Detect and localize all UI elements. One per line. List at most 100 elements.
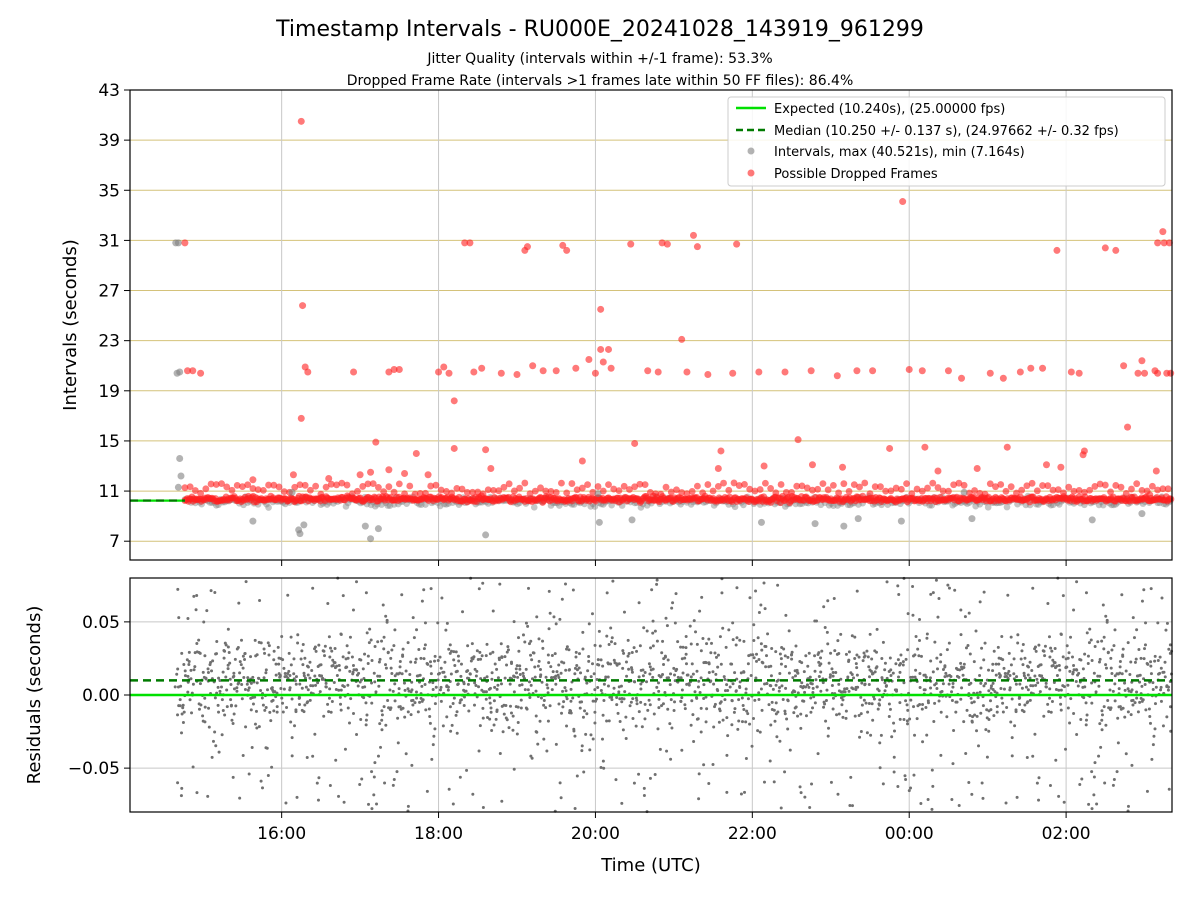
- residual-point: [484, 697, 488, 701]
- residual-point: [1018, 702, 1022, 706]
- residual-point: [458, 775, 462, 779]
- residual-point: [768, 759, 772, 763]
- residual-point: [490, 677, 494, 681]
- residual-point: [1118, 665, 1122, 669]
- residual-point: [707, 781, 711, 785]
- residual-point: [939, 653, 943, 657]
- residual-point: [311, 586, 315, 590]
- residual-point: [222, 649, 226, 653]
- residual-point: [1084, 718, 1088, 722]
- residual-point: [538, 719, 542, 723]
- residual-point: [276, 645, 280, 649]
- residual-point: [499, 642, 503, 646]
- residual-point: [218, 689, 222, 693]
- residual-point: [854, 662, 858, 666]
- dropped-frame-point: [944, 367, 952, 375]
- residual-point: [542, 703, 546, 707]
- intervals-point: [1003, 503, 1011, 511]
- residual-point: [547, 661, 551, 665]
- residual-point: [511, 714, 515, 718]
- residual-point: [680, 748, 684, 752]
- residual-point: [918, 639, 922, 643]
- residual-point: [553, 652, 557, 656]
- intervals-plot-frame: [129, 89, 1173, 561]
- dropped-frame-point: [850, 481, 858, 489]
- dropped-frame-point: [1027, 364, 1035, 372]
- residual-point: [1080, 777, 1084, 781]
- residual-point: [1166, 685, 1170, 689]
- residual-point: [289, 720, 293, 724]
- residual-point: [947, 641, 951, 645]
- residual-point: [787, 671, 791, 675]
- intervals-y-label: Intervals (seconds): [60, 239, 81, 411]
- residual-point: [634, 724, 638, 728]
- residual-point: [788, 748, 792, 752]
- residual-point: [517, 636, 521, 640]
- residual-point: [1068, 721, 1072, 725]
- dropped-frame-point: [591, 369, 599, 377]
- residual-point: [1111, 689, 1115, 693]
- residual-point: [275, 705, 279, 709]
- residual-point: [395, 770, 399, 774]
- residual-point: [862, 698, 866, 702]
- dropped-frame-point: [644, 367, 652, 375]
- dropped-frame-point: [777, 481, 785, 488]
- residual-point: [756, 636, 760, 640]
- residual-point: [839, 632, 843, 636]
- residual-point: [380, 713, 384, 717]
- residual-point: [414, 690, 418, 694]
- residual-point: [189, 668, 193, 672]
- dropped-frame-point: [733, 240, 741, 248]
- residual-point: [288, 686, 292, 690]
- residual-point: [408, 672, 412, 676]
- residual-point: [187, 650, 191, 654]
- residual-point: [456, 654, 460, 658]
- residual-point: [346, 656, 350, 660]
- residual-point: [657, 689, 661, 693]
- residual-point: [333, 661, 337, 665]
- intervals-point: [594, 490, 602, 498]
- residual-point: [774, 701, 778, 705]
- dropped-frame-point: [385, 483, 393, 491]
- residual-point: [512, 620, 516, 624]
- residual-point: [679, 645, 683, 649]
- dropped-frame-point: [307, 486, 314, 494]
- residual-point: [195, 642, 199, 646]
- residual-point: [180, 731, 184, 735]
- residual-point: [737, 719, 741, 723]
- residual-point: [1133, 701, 1137, 705]
- residual-point: [264, 705, 268, 709]
- residual-point: [1065, 644, 1069, 648]
- residual-point: [1034, 683, 1038, 687]
- dropped-frame-point: [207, 480, 215, 488]
- chart-legend: Expected (10.240s), (25.00000 fps) Media…: [727, 96, 1166, 187]
- residual-point: [802, 699, 806, 703]
- residual-point: [1024, 676, 1028, 680]
- residual-point: [1139, 656, 1143, 660]
- residual-point: [1012, 657, 1016, 661]
- residual-point: [896, 658, 900, 662]
- residual-point: [750, 744, 754, 748]
- dropped-frame-point: [760, 462, 768, 470]
- residual-point: [490, 671, 494, 675]
- dropped-frame-point: [704, 371, 712, 379]
- residual-point: [804, 685, 808, 689]
- residual-point: [253, 695, 257, 699]
- residual-point: [509, 711, 513, 715]
- residual-point: [696, 685, 700, 689]
- residual-point: [867, 665, 871, 669]
- residual-point: [968, 652, 972, 656]
- residual-point: [1135, 628, 1139, 632]
- residual-point: [611, 579, 615, 583]
- residual-point: [847, 650, 851, 654]
- residual-point: [206, 667, 210, 671]
- dropped-frame-point: [497, 369, 505, 377]
- residual-point: [875, 665, 879, 669]
- dropped-frame-point: [1152, 467, 1160, 475]
- residual-point: [547, 589, 551, 593]
- residual-point: [612, 658, 616, 662]
- residual-point: [232, 671, 236, 675]
- dropped-frame-point: [181, 484, 189, 492]
- dropped-frame-point: [395, 365, 403, 373]
- dropped-frame-point: [939, 487, 947, 495]
